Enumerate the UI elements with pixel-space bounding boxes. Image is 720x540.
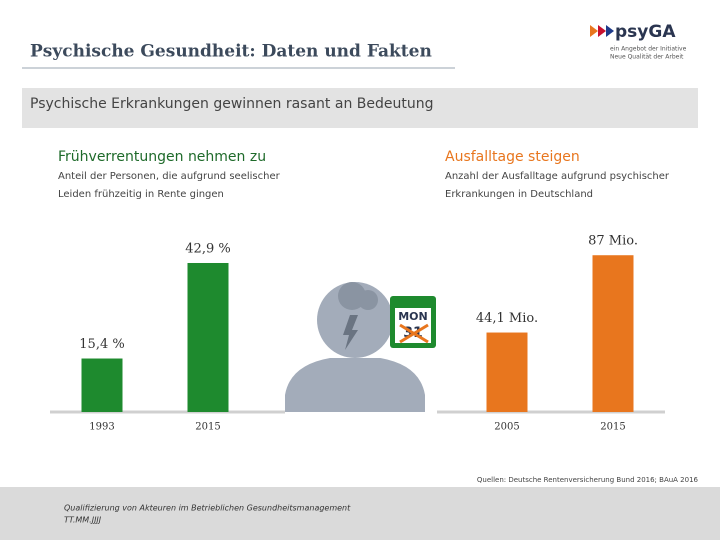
bar [81, 358, 123, 412]
chart-subtitle: Erkrankungen in Deutschland [445, 189, 593, 200]
bar [187, 262, 229, 412]
cloud [358, 290, 378, 310]
footer-text: Qualifizierung von Akteuren im Betriebli… [64, 504, 351, 513]
x-tick-label: 2015 [600, 422, 625, 433]
banner-text: Psychische Erkrankungen gewinnen rasant … [30, 96, 433, 112]
chart-title: Frühverrentungen nehmen zu [58, 149, 266, 165]
value-label: 44,1 Mio. [476, 311, 538, 326]
chart-subtitle: Anzahl der Ausfalltage aufgrund psychisc… [445, 171, 670, 182]
logo-arrow [606, 25, 614, 37]
chart-subtitle: Anteil der Personen, die aufgrund seelis… [58, 171, 281, 182]
source: Quellen: Deutsche Rentenversicherung Bun… [477, 476, 699, 484]
value-label: 42,9 % [185, 241, 230, 256]
x-tick-label: 2005 [494, 422, 519, 433]
logo-tagline: Neue Qualität der Arbeit [610, 54, 684, 61]
bolt [343, 315, 358, 350]
calendar-day: MON [398, 310, 428, 323]
banner [22, 88, 698, 128]
footer-date: TT.MM.JJJJ [64, 516, 102, 525]
body [285, 358, 425, 412]
person-icon [285, 282, 425, 412]
logo-arrow [590, 25, 598, 37]
slide-title: Psychische Gesundheit: Daten und Fakten [30, 42, 432, 62]
calendar-icon: MON 31 [390, 296, 436, 348]
calendar-cross [399, 323, 429, 344]
logo-name: psyGA [615, 22, 676, 42]
bar [592, 255, 634, 412]
x-tick-label: 2015 [195, 422, 220, 433]
footer [0, 487, 720, 540]
x-tick-label: 1993 [89, 422, 114, 433]
value-label: 15,4 % [79, 337, 124, 352]
logo-tagline: ein Angebot der Initiative [610, 46, 687, 53]
bar [486, 332, 528, 412]
logo: psyGA ein Angebot der Initiative Neue Qu… [590, 22, 687, 61]
chart-title: Ausfalltage steigen [445, 149, 580, 165]
logo-arrow [598, 25, 606, 37]
value-label: 87 Mio. [588, 234, 638, 249]
chart-subtitle: Leiden frühzeitig in Rente gingen [58, 189, 224, 200]
